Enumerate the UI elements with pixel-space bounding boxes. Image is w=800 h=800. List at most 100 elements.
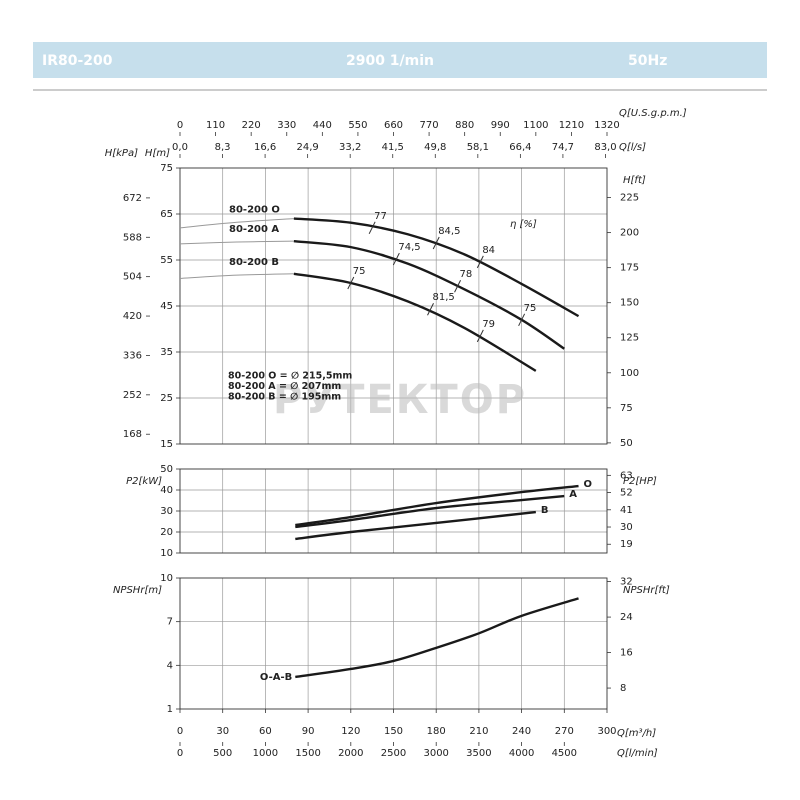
bottom-tick-label: 4000 (509, 748, 534, 759)
top-axis-title: Q[U.S.g.p.m.] (619, 108, 687, 119)
side-tick-label: 150 (620, 298, 639, 309)
curve (293, 217, 580, 318)
bottom-tick-label: 500 (213, 748, 232, 759)
top-tick-label: 8,3 (215, 142, 231, 153)
side-axis-title: P2[HP] (623, 476, 657, 487)
top-tick-label: 33,2 (339, 142, 361, 153)
y-tick-label: 55 (160, 255, 173, 266)
frequency: 50Hz (628, 53, 667, 69)
side-tick-label: 19 (620, 539, 633, 550)
efficiency-label: 75 (353, 266, 366, 277)
x-tick-label: 120 (341, 726, 360, 737)
top-tick-label: 550 (348, 120, 367, 131)
efficiency-mark (454, 279, 461, 293)
bottom-tick-label: 1000 (253, 748, 278, 759)
diameter-note: 80-200 A = ∅ 207mm (228, 381, 341, 392)
efficiency-title: η [%] (510, 219, 537, 230)
curve (293, 239, 565, 350)
x-tick-label: 210 (469, 726, 488, 737)
efficiency-label: 79 (482, 319, 495, 330)
top-tick-label: 58,1 (467, 142, 489, 153)
y-tick-label: 50 (160, 464, 173, 475)
speed: 2900 1/min (346, 53, 434, 69)
top-tick-label: 83,0 (594, 142, 616, 153)
side-tick-label: 175 (620, 263, 639, 274)
y-axis-title: P2[kW] (126, 476, 162, 487)
y-tick-label: 7 (167, 617, 173, 628)
side-tick-label: 420 (123, 311, 142, 322)
x-tick-label: 300 (597, 726, 616, 737)
y-tick-label: 10 (160, 548, 173, 559)
y-tick-label: 25 (160, 393, 173, 404)
y-axis-title: NPSHr[m] (113, 585, 162, 596)
top-tick-label: 24,9 (297, 142, 319, 153)
curve-name: O (584, 479, 593, 490)
curve-name: 80-200 B (229, 257, 279, 268)
top-tick-label: 440 (313, 120, 332, 131)
y-tick-label: 65 (160, 209, 173, 220)
side-tick-label: 336 (123, 350, 142, 361)
x-axis-title: Q[m³/h] (617, 728, 656, 739)
efficiency-label: 77 (374, 211, 387, 222)
curve-name: B (541, 505, 549, 516)
efficiency-label: 84 (482, 245, 495, 256)
side-tick-label: 50 (620, 438, 633, 449)
bottom-tick-label: 0 (177, 748, 183, 759)
curve (295, 494, 565, 529)
top-tick-label: 1210 (559, 120, 584, 131)
top-tick-label: 660 (384, 120, 403, 131)
y-tick-label: 30 (160, 506, 173, 517)
top-tick-label: 0 (177, 120, 183, 131)
curve-name: 80-200 A (229, 224, 279, 235)
curve-name: 80-200 O (229, 204, 280, 215)
watermark: РУТЕКТОР (273, 377, 527, 423)
efficiency-mark (476, 255, 484, 269)
side-axis-title: NPSHr[ft] (623, 585, 670, 596)
curve (293, 272, 537, 372)
top-tick-label: 49,8 (424, 142, 446, 153)
efficiency-mark (432, 236, 440, 250)
efficiency-mark (347, 276, 355, 290)
top-tick-label: 330 (277, 120, 296, 131)
side-tick-label: 32 (620, 577, 633, 588)
y-tick-label: 1 (167, 704, 173, 715)
top-tick-label: 110 (206, 120, 225, 131)
x-tick-label: 150 (384, 726, 403, 737)
bottom-tick-label: 1500 (295, 748, 320, 759)
y-axis-title: H[m] (145, 148, 170, 159)
x-tick-label: 60 (259, 726, 272, 737)
efficiency-label: 74,5 (398, 242, 420, 253)
x-tick-label: 30 (216, 726, 229, 737)
model: IR80-200 (42, 53, 113, 69)
diameter-note: 80-200 O = ∅ 215,5mm (228, 371, 352, 382)
side-tick-label: 252 (123, 390, 142, 401)
y-tick-label: 35 (160, 347, 173, 358)
efficiency-label: 84,5 (438, 226, 460, 237)
x-tick-label: 180 (427, 726, 446, 737)
top-tick-label: 41,5 (382, 142, 404, 153)
x-tick-label: 90 (302, 726, 315, 737)
curve-faint (179, 273, 294, 279)
y-tick-label: 75 (160, 163, 173, 174)
side-tick-label: 24 (620, 612, 633, 623)
bottom-tick-label: 2000 (338, 748, 363, 759)
y-tick-label: 15 (160, 439, 173, 450)
x-tick-label: 270 (555, 726, 574, 737)
bottom-tick-label: 3500 (466, 748, 491, 759)
side-tick-label: 672 (123, 193, 142, 204)
header-band (33, 42, 767, 78)
y-tick-label: 10 (160, 573, 173, 584)
top-tick-label: 220 (242, 120, 261, 131)
curve-faint (179, 218, 294, 229)
side-tick-label: 52 (620, 488, 633, 499)
plot-frame (179, 167, 608, 445)
side-tick-label: 504 (123, 272, 142, 283)
y-tick-label: 40 (160, 485, 173, 496)
top-tick-label: 880 (455, 120, 474, 131)
efficiency-mark (518, 313, 526, 327)
side-tick-label: 100 (620, 368, 639, 379)
side-tick-label: 200 (620, 228, 639, 239)
side-tick-label: 63 (620, 470, 633, 481)
y-tick-label: 20 (160, 527, 173, 538)
efficiency-mark (392, 252, 400, 266)
